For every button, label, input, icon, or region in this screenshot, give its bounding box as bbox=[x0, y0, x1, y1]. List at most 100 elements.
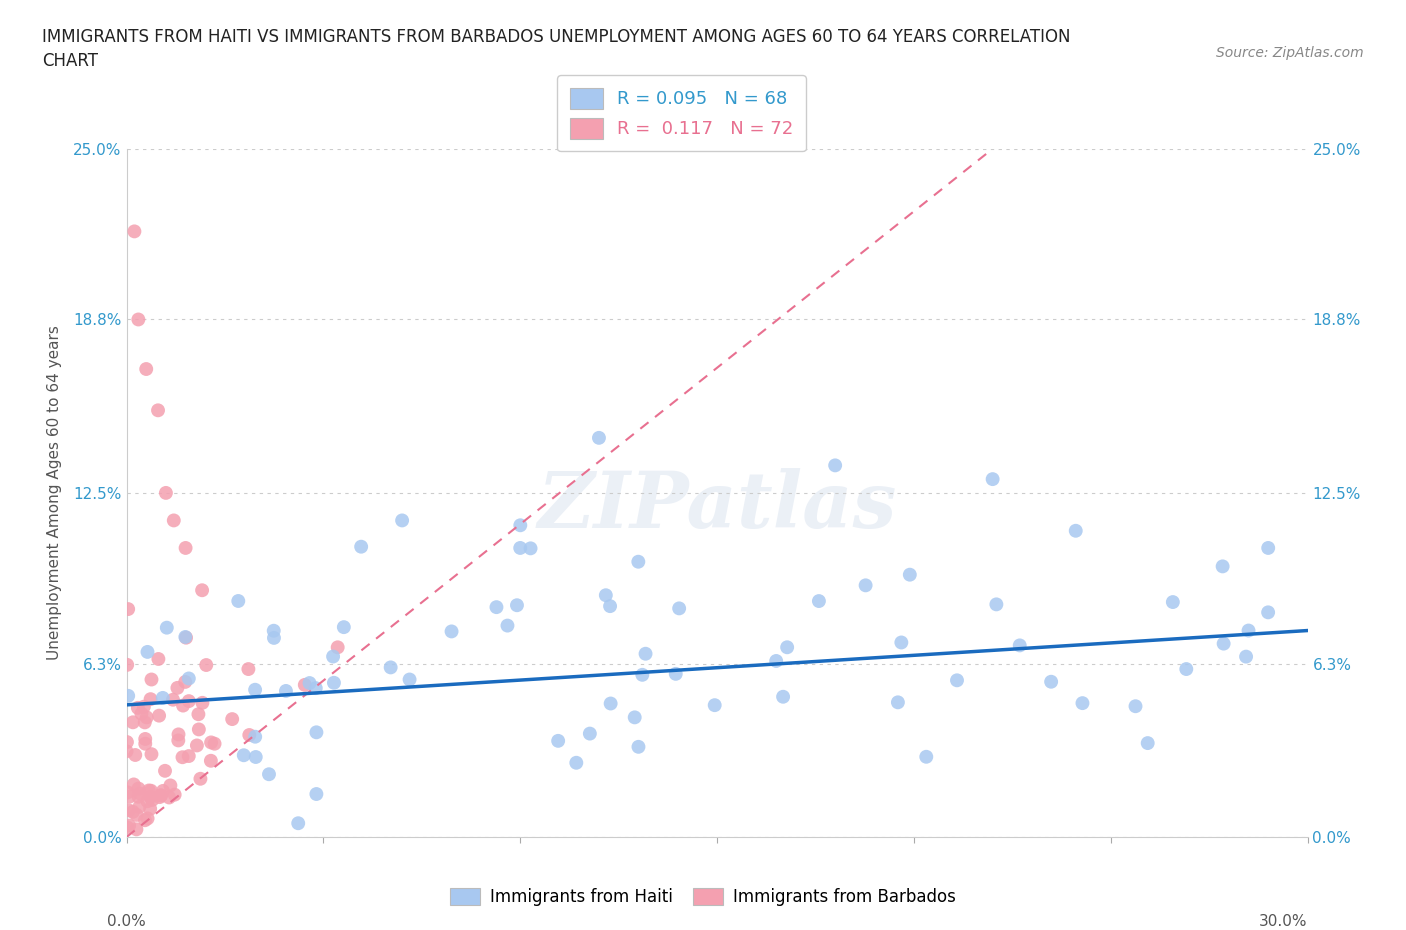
Point bbox=[159, 778, 181, 793]
Point bbox=[138, 783, 160, 798]
Point bbox=[1071, 696, 1094, 711]
Point bbox=[634, 646, 657, 661]
Point bbox=[129, 786, 152, 801]
Point bbox=[172, 698, 194, 713]
Point bbox=[496, 618, 519, 633]
Point bbox=[163, 787, 186, 802]
Point bbox=[122, 804, 145, 819]
Point bbox=[509, 540, 531, 555]
Point bbox=[509, 518, 531, 533]
Point bbox=[200, 753, 222, 768]
Point bbox=[391, 513, 413, 528]
Point bbox=[350, 539, 373, 554]
Point bbox=[221, 711, 243, 726]
Point bbox=[898, 567, 921, 582]
Point bbox=[243, 729, 266, 744]
Point bbox=[238, 727, 260, 742]
Point bbox=[117, 820, 139, 835]
Point bbox=[156, 620, 179, 635]
Point bbox=[155, 485, 177, 500]
Point bbox=[238, 661, 260, 676]
Point bbox=[118, 803, 141, 817]
Point bbox=[122, 715, 145, 730]
Point bbox=[115, 658, 138, 672]
Point bbox=[132, 699, 155, 714]
Point bbox=[1175, 661, 1198, 676]
Point bbox=[134, 737, 156, 751]
Point bbox=[186, 738, 208, 753]
Point bbox=[149, 790, 172, 804]
Point bbox=[305, 724, 328, 739]
Point bbox=[153, 764, 176, 778]
Point bbox=[167, 727, 190, 742]
Point bbox=[136, 644, 159, 659]
Point bbox=[263, 623, 285, 638]
Point bbox=[627, 739, 650, 754]
Point bbox=[124, 748, 146, 763]
Point bbox=[128, 781, 150, 796]
Point bbox=[824, 458, 846, 472]
Point bbox=[599, 696, 621, 711]
Point bbox=[195, 658, 218, 672]
Point bbox=[127, 312, 149, 327]
Point bbox=[139, 790, 162, 804]
Point bbox=[627, 554, 650, 569]
Legend: R = 0.095   N = 68, R =  0.117   N = 72: R = 0.095 N = 68, R = 0.117 N = 72 bbox=[557, 75, 806, 152]
Point bbox=[174, 630, 197, 644]
Point bbox=[287, 816, 309, 830]
Point bbox=[148, 652, 170, 667]
Point bbox=[986, 597, 1008, 612]
Point bbox=[148, 709, 170, 724]
Point bbox=[547, 734, 569, 749]
Point bbox=[305, 681, 328, 696]
Point bbox=[115, 744, 138, 759]
Point bbox=[226, 593, 249, 608]
Point bbox=[191, 696, 214, 711]
Point bbox=[1008, 638, 1031, 653]
Point bbox=[1064, 524, 1087, 538]
Point bbox=[118, 790, 141, 804]
Point bbox=[1125, 698, 1147, 713]
Point bbox=[323, 675, 346, 690]
Point bbox=[134, 715, 156, 730]
Point bbox=[146, 403, 169, 418]
Point bbox=[125, 807, 148, 822]
Point bbox=[141, 792, 163, 807]
Point bbox=[1237, 623, 1260, 638]
Point bbox=[190, 771, 212, 786]
Point bbox=[807, 593, 830, 608]
Point bbox=[440, 624, 463, 639]
Point bbox=[149, 788, 172, 803]
Point bbox=[134, 813, 156, 828]
Point bbox=[623, 710, 645, 724]
Point bbox=[333, 619, 356, 634]
Point bbox=[166, 681, 188, 696]
Point bbox=[665, 667, 688, 682]
Point bbox=[118, 818, 141, 833]
Point bbox=[519, 541, 541, 556]
Point bbox=[1257, 604, 1279, 619]
Point bbox=[579, 726, 602, 741]
Point bbox=[257, 767, 280, 782]
Point bbox=[174, 674, 197, 689]
Y-axis label: Unemployment Among Ages 60 to 64 years: Unemployment Among Ages 60 to 64 years bbox=[48, 326, 62, 660]
Point bbox=[981, 472, 1004, 486]
Point bbox=[177, 749, 200, 764]
Point bbox=[124, 224, 146, 239]
Point bbox=[157, 790, 180, 805]
Text: 30.0%: 30.0% bbox=[1260, 914, 1308, 929]
Point bbox=[163, 513, 186, 528]
Point bbox=[305, 787, 328, 802]
Point bbox=[122, 777, 145, 791]
Point bbox=[1212, 559, 1234, 574]
Point bbox=[1136, 736, 1159, 751]
Point bbox=[274, 684, 297, 698]
Point bbox=[946, 673, 969, 688]
Point bbox=[485, 600, 508, 615]
Point bbox=[117, 602, 139, 617]
Point bbox=[263, 631, 285, 645]
Point bbox=[135, 710, 157, 724]
Point bbox=[191, 583, 214, 598]
Point bbox=[294, 677, 316, 692]
Point bbox=[855, 578, 877, 592]
